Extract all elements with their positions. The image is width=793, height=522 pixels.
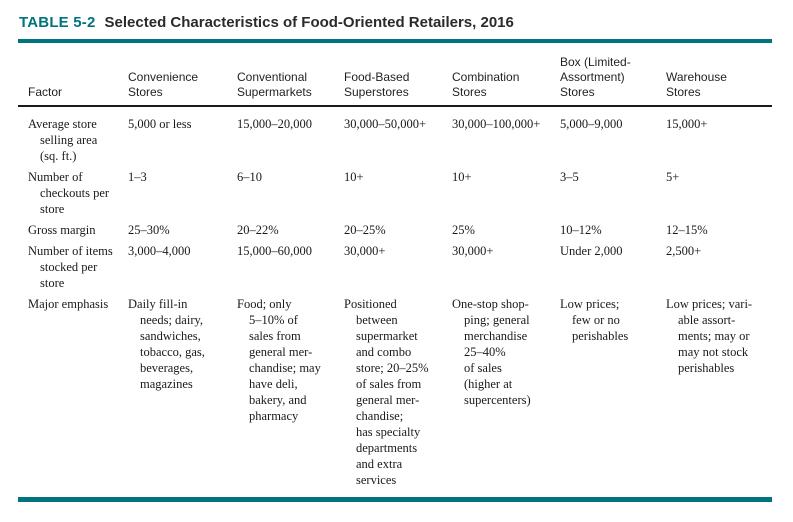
value-cell: 3,000–4,000: [128, 244, 191, 258]
value-cell: 15,000–20,000: [237, 117, 312, 131]
value-cell: 20–25%: [344, 223, 386, 237]
header-convenience-stores: Convenience Stores: [128, 70, 199, 99]
value-cell: 10+: [344, 170, 364, 184]
header-warehouse-stores: Warehouse Stores: [666, 70, 727, 99]
factor-cell: Gross margin: [28, 223, 96, 237]
value-cell: 6–10: [237, 170, 262, 184]
value-cell: 30,000–100,000+: [452, 117, 541, 131]
table-title-text: Selected Characteristics of Food-Oriente…: [104, 14, 514, 31]
value-cell: Positioned between supermarket and combo…: [344, 297, 429, 487]
value-cell: 5+: [666, 170, 680, 184]
header-box-limited-assortment-stores: Box (Limited- Assortment) Stores: [560, 55, 631, 99]
value-cell: 15,000+: [666, 117, 708, 131]
value-cell: 3–5: [560, 170, 579, 184]
value-cell: 25–30%: [128, 223, 170, 237]
header-factor: Factor: [28, 85, 63, 99]
value-cell: 25%: [452, 223, 475, 237]
value-cell: One-stop shop- ping; general merchandise…: [452, 297, 531, 407]
value-cell: 15,000–60,000: [237, 244, 312, 258]
value-cell: 30,000+: [452, 244, 494, 258]
table-header-row: Factor Convenience Stores Conventional S…: [0, 43, 793, 105]
value-cell: 10–12%: [560, 223, 602, 237]
header-rule: [18, 105, 772, 107]
table-number-label: TABLE 5-2: [19, 14, 96, 31]
value-cell: Low prices; few or no perishables: [560, 297, 629, 343]
value-cell: Food; only 5–10% of sales from general m…: [237, 297, 321, 423]
factor-cell: Number of checkouts per store: [28, 170, 110, 216]
table-title: TABLE 5-2 Selected Characteristics of Foo…: [0, 0, 793, 33]
header-conventional-supermarkets: Conventional Supermarkets: [237, 70, 312, 99]
value-cell: Low prices; vari- able assort- ments; ma…: [666, 297, 753, 375]
value-cell: Daily fill-in needs; dairy, sandwiches, …: [128, 297, 205, 391]
header-food-based-superstores: Food-Based Superstores: [344, 70, 410, 99]
value-cell: 5,000 or less: [128, 117, 192, 131]
factor-cell: Average store selling area (sq. ft.): [28, 117, 98, 163]
value-cell: 2,500+: [666, 244, 702, 258]
title-rule: [18, 39, 772, 43]
factor-cell: Number of items stocked per store: [28, 244, 113, 290]
value-cell: Under 2,000: [560, 244, 623, 258]
value-cell: 30,000+: [344, 244, 386, 258]
value-cell: 30,000–50,000+: [344, 117, 427, 131]
value-cell: 12–15%: [666, 223, 708, 237]
bottom-rule: [18, 497, 772, 502]
value-cell: 10+: [452, 170, 472, 184]
value-cell: 5,000–9,000: [560, 117, 623, 131]
factor-cell: Major emphasis: [28, 297, 109, 311]
value-cell: 1–3: [128, 170, 147, 184]
value-cell: 20–22%: [237, 223, 279, 237]
header-combination-stores: Combination Stores: [452, 70, 520, 99]
table-body: Average store selling area (sq. ft.) 5,0…: [0, 107, 793, 488]
